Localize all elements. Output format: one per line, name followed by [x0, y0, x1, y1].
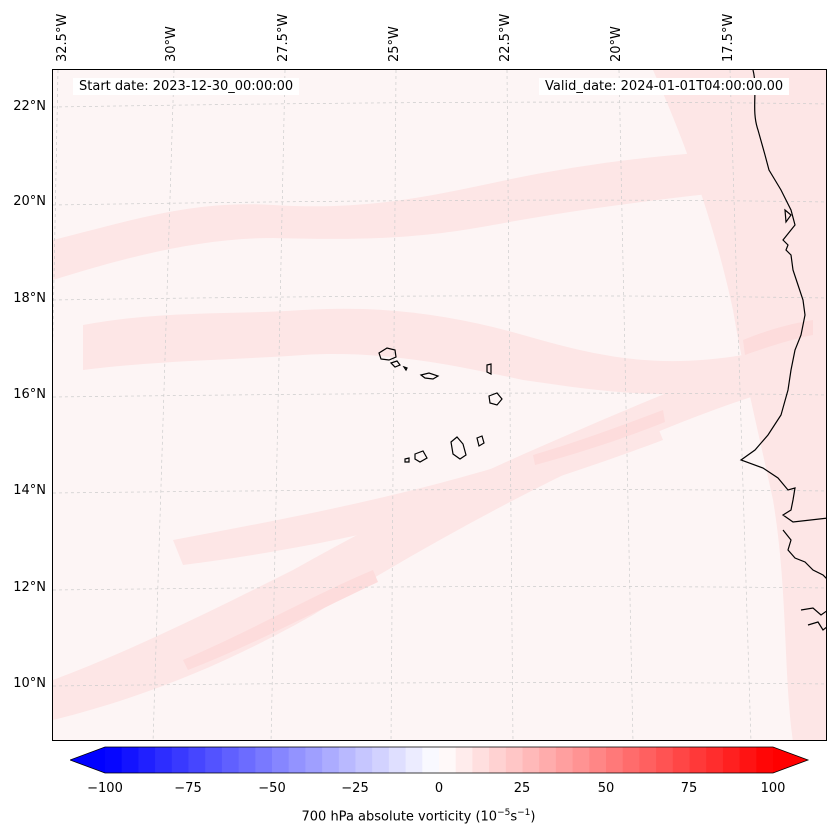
colorbar-segment — [639, 747, 657, 773]
valid-date-label: Valid_date: 2024-01-01T04:00:00.00 — [539, 78, 790, 95]
colorbar-segment — [188, 747, 206, 773]
colorbar-segment — [272, 747, 290, 773]
lat-label-18n: 18°N — [13, 291, 46, 306]
island-brava — [404, 457, 410, 463]
colorbar-segment — [305, 747, 323, 773]
colorbar-outline — [70, 746, 810, 774]
lat-label-22n: 22°N — [13, 99, 46, 114]
island-fogo — [414, 450, 428, 463]
colorbar-segment — [472, 747, 490, 773]
colorbar-segment — [422, 747, 440, 773]
cb-tick-neg25: −25 — [341, 781, 369, 796]
colorbar-segment — [372, 747, 390, 773]
gridlines — [53, 70, 826, 740]
colorbar-segment — [255, 747, 273, 773]
start-date-label: Start date: 2023-12-30_00:00:00 — [73, 78, 300, 95]
colorbar-segment — [105, 747, 123, 773]
colorbar-segment — [539, 747, 557, 773]
lat-label-10n: 10°N — [13, 676, 46, 691]
colorbar-segment — [439, 747, 457, 773]
vorticity-core-3 — [743, 320, 813, 355]
lon-label-27-5w: 27.5°W — [276, 13, 291, 62]
colorbar-segment — [288, 747, 306, 773]
vorticity-band-southwest — [53, 360, 773, 720]
colorbar-segment — [522, 747, 540, 773]
colorbar-segment — [205, 747, 223, 773]
colorbar-segment — [672, 747, 690, 773]
africa-coastline — [739, 70, 826, 523]
colorbar-segment — [589, 747, 607, 773]
cb-tick-50: 50 — [597, 781, 615, 796]
vorticity-band-south — [173, 415, 663, 565]
lat-label-14n: 14°N — [13, 483, 46, 498]
colorbar-segment — [706, 747, 724, 773]
lat-label-12n: 12°N — [13, 580, 46, 595]
island-santo-antao — [378, 347, 397, 361]
colorbar-segment — [489, 747, 507, 773]
colorbar — [70, 746, 810, 774]
vorticity-core-2 — [533, 410, 665, 465]
vorticity-map — [53, 70, 826, 740]
cb-tick-neg100: −100 — [87, 781, 123, 796]
lon-label-20w: 20°W — [609, 26, 624, 62]
island-boa-vista — [488, 392, 503, 406]
island-sao-nicolau — [419, 372, 440, 380]
colorbar-segment — [739, 747, 757, 773]
lon-label-32-5w: 32.5°W — [55, 13, 70, 62]
cb-tick-neg75: −75 — [174, 781, 202, 796]
cb-tick-0: 0 — [434, 781, 444, 796]
vorticity-band-east — [653, 70, 826, 740]
cb-tick-neg50: −50 — [258, 781, 286, 796]
colorbar-segment — [656, 747, 674, 773]
colorbar-segment — [121, 747, 139, 773]
colorbar-label: 700 hPa absolute vorticity (10−5s−1) — [301, 808, 536, 825]
island-santa-luzia — [402, 365, 408, 372]
colorbar-segment — [388, 747, 407, 773]
lon-label-17-5w: 17.5°W — [721, 13, 736, 62]
colorbar-extend-min — [70, 747, 105, 773]
colorbar-segment — [322, 747, 340, 773]
colorbar-segment — [756, 747, 774, 773]
island-santiago — [450, 436, 467, 460]
colorbar-extend-max — [773, 747, 808, 773]
africa-coastline-south — [782, 529, 826, 631]
colorbar-segment — [455, 747, 473, 773]
cb-tick-100: 100 — [760, 781, 786, 796]
colorbar-segment — [622, 747, 640, 773]
colorbar-segment — [689, 747, 707, 773]
lon-label-30w: 30°W — [164, 26, 179, 62]
vorticity-band-central — [83, 308, 743, 395]
colorbar-segment — [606, 747, 624, 773]
lon-label-22-5w: 22.5°W — [498, 13, 513, 62]
colorbar-segment — [171, 747, 189, 773]
colorbar-segment — [572, 747, 590, 773]
coastal-islet-1 — [784, 208, 792, 224]
colorbar-segment — [155, 747, 173, 773]
island-sal — [486, 363, 492, 375]
lon-label-25w: 25°W — [387, 26, 402, 62]
colorbar-segment — [238, 747, 256, 773]
island-sao-vicente — [389, 360, 401, 368]
island-maio — [476, 435, 485, 447]
colorbar-segment — [138, 747, 156, 773]
colorbar-segment — [221, 747, 240, 773]
map-panel[interactable] — [52, 69, 827, 741]
vorticity-core-1 — [183, 570, 378, 670]
colorbar-segment — [355, 747, 373, 773]
colorbar-segment — [338, 747, 356, 773]
cb-tick-25: 25 — [513, 781, 531, 796]
colorbar-segment — [722, 747, 741, 773]
cabo-verde-islands — [378, 347, 503, 463]
lat-label-20n: 20°N — [13, 194, 46, 209]
colorbar-segment — [405, 747, 423, 773]
cb-tick-75: 75 — [680, 781, 698, 796]
colorbar-segment — [505, 747, 523, 773]
lat-label-16n: 16°N — [13, 387, 46, 402]
colorbar-segment — [555, 747, 574, 773]
vorticity-band-north — [53, 150, 743, 280]
